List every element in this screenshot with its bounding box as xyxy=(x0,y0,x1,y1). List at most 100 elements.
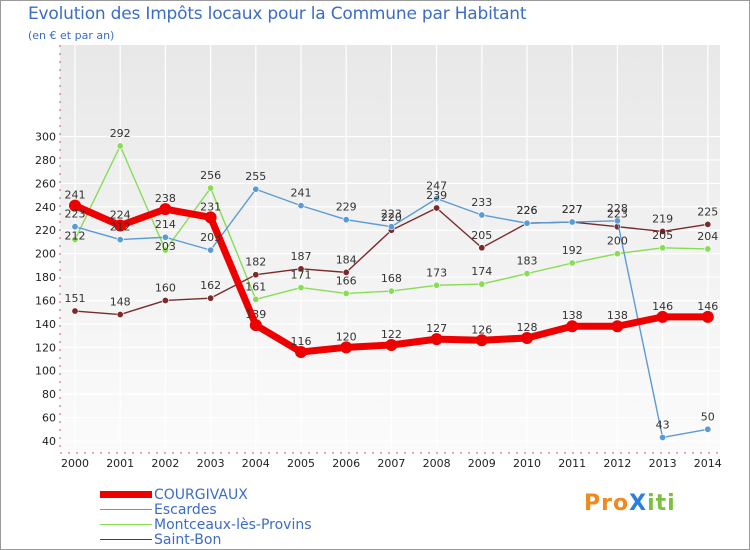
data-point-courgivaux xyxy=(430,333,443,346)
data-label-montceaux-l-s-provins: 173 xyxy=(426,266,447,279)
data-point-courgivaux xyxy=(114,219,127,232)
data-label-escardes: 228 xyxy=(607,202,628,215)
y-tick-label: 180 xyxy=(35,271,56,284)
data-point-saint-bon xyxy=(297,265,305,273)
y-tick-label: 280 xyxy=(35,154,56,167)
data-label-courgivaux: 238 xyxy=(155,192,176,205)
data-label-montceaux-l-s-provins: 183 xyxy=(517,255,538,268)
data-point-escardes xyxy=(659,433,667,441)
x-tick-label: 2009 xyxy=(468,457,496,470)
data-point-montceaux-l-s-provins xyxy=(568,259,576,267)
data-label-escardes: 212 xyxy=(110,221,131,234)
data-label-saint-bon: 148 xyxy=(110,296,131,309)
data-label-courgivaux: 231 xyxy=(200,200,221,213)
data-label-courgivaux: 138 xyxy=(607,309,628,322)
data-point-montceaux-l-s-provins xyxy=(523,270,531,278)
data-point-montceaux-l-s-provins xyxy=(433,281,441,289)
data-label-montceaux-l-s-provins: 161 xyxy=(245,280,266,293)
legend-item: COURGIVAUX xyxy=(100,486,248,503)
data-label-saint-bon: 160 xyxy=(155,281,176,294)
data-point-montceaux-l-s-provins xyxy=(659,244,667,252)
data-label-montceaux-l-s-provins: 256 xyxy=(200,169,221,182)
data-point-montceaux-l-s-provins xyxy=(704,245,712,253)
y-tick-label: 220 xyxy=(35,224,56,237)
data-point-courgivaux xyxy=(295,346,307,359)
data-point-montceaux-l-s-provins xyxy=(116,142,124,150)
x-tick-label: 2001 xyxy=(106,457,134,470)
data-label-courgivaux: 120 xyxy=(336,330,357,343)
data-label-escardes: 203 xyxy=(200,231,221,244)
x-tick-label: 2000 xyxy=(61,457,89,470)
data-point-saint-bon xyxy=(433,204,441,212)
data-label-montceaux-l-s-provins: 166 xyxy=(336,274,357,287)
legend-label: Escardes xyxy=(154,501,217,518)
data-label-saint-bon: 184 xyxy=(336,253,357,266)
y-tick-label: 160 xyxy=(35,294,56,307)
data-label-saint-bon: 151 xyxy=(65,292,86,305)
x-tick-label: 2004 xyxy=(242,457,270,470)
data-point-escardes xyxy=(613,217,621,225)
legend-item: Escardes xyxy=(100,501,217,518)
legend-label: COURGIVAUX xyxy=(154,486,248,503)
x-tick-label: 2007 xyxy=(377,457,405,470)
y-tick-label: 300 xyxy=(35,131,56,144)
data-label-escardes: 214 xyxy=(155,218,176,231)
data-label-escardes: 233 xyxy=(471,196,492,209)
data-point-escardes xyxy=(297,202,305,210)
data-point-escardes xyxy=(342,216,350,224)
data-point-escardes xyxy=(116,236,124,244)
legend-item: Montceaux-lès-Provins xyxy=(100,517,312,533)
data-label-montceaux-l-s-provins: 292 xyxy=(110,127,131,140)
logo-letter: i xyxy=(647,491,656,516)
data-label-saint-bon: 220 xyxy=(381,211,402,224)
data-label-montceaux-l-s-provins: 204 xyxy=(697,230,718,243)
data-point-courgivaux xyxy=(701,310,714,323)
logo-letter: r xyxy=(601,491,613,516)
y-tick-label: 80 xyxy=(42,388,56,401)
data-label-courgivaux: 138 xyxy=(562,309,583,322)
data-point-courgivaux xyxy=(69,199,81,212)
y-tick-label: 60 xyxy=(42,412,56,425)
data-label-escardes: 43 xyxy=(656,418,670,431)
data-point-escardes xyxy=(704,425,712,433)
data-point-saint-bon xyxy=(342,268,350,276)
logo-letter: X xyxy=(629,491,648,516)
logo-letter: t xyxy=(655,491,668,516)
data-point-courgivaux xyxy=(521,331,533,344)
data-label-montceaux-l-s-provins: 200 xyxy=(607,235,628,248)
data-label-courgivaux: 116 xyxy=(291,335,312,348)
data-point-montceaux-l-s-provins xyxy=(613,250,621,258)
legend-swatch xyxy=(100,523,152,526)
data-label-saint-bon: 219 xyxy=(652,212,673,225)
x-tick-label: 2011 xyxy=(558,457,586,470)
legend-label: Saint-Bon xyxy=(154,531,222,548)
y-tick-label: 200 xyxy=(35,248,56,261)
data-label-escardes: 50 xyxy=(701,410,715,423)
data-label-saint-bon: 182 xyxy=(245,256,266,269)
y-tick-label: 40 xyxy=(42,435,56,448)
data-point-saint-bon xyxy=(116,311,124,319)
x-tick-label: 2005 xyxy=(287,457,315,470)
data-point-courgivaux xyxy=(385,338,398,351)
data-point-escardes xyxy=(252,185,260,193)
data-label-saint-bon: 225 xyxy=(697,205,718,218)
data-point-courgivaux xyxy=(159,203,172,216)
data-label-escardes: 255 xyxy=(245,170,266,183)
data-point-saint-bon xyxy=(704,220,712,228)
x-tick-label: 2012 xyxy=(603,457,631,470)
data-label-courgivaux: 122 xyxy=(381,328,402,341)
y-tick-label: 140 xyxy=(35,318,56,331)
data-point-escardes xyxy=(387,223,395,231)
data-label-courgivaux: 128 xyxy=(517,321,538,334)
x-tick-label: 2014 xyxy=(694,457,722,470)
data-point-saint-bon xyxy=(252,271,260,279)
data-point-montceaux-l-s-provins xyxy=(478,280,486,288)
x-tick-label: 2003 xyxy=(197,457,225,470)
data-label-courgivaux: 146 xyxy=(697,300,718,313)
x-tick-label: 2006 xyxy=(332,457,360,470)
data-label-montceaux-l-s-provins: 174 xyxy=(471,265,492,278)
data-label-escardes: 229 xyxy=(336,201,357,214)
data-point-escardes xyxy=(523,219,531,227)
data-point-montceaux-l-s-provins xyxy=(161,246,169,254)
